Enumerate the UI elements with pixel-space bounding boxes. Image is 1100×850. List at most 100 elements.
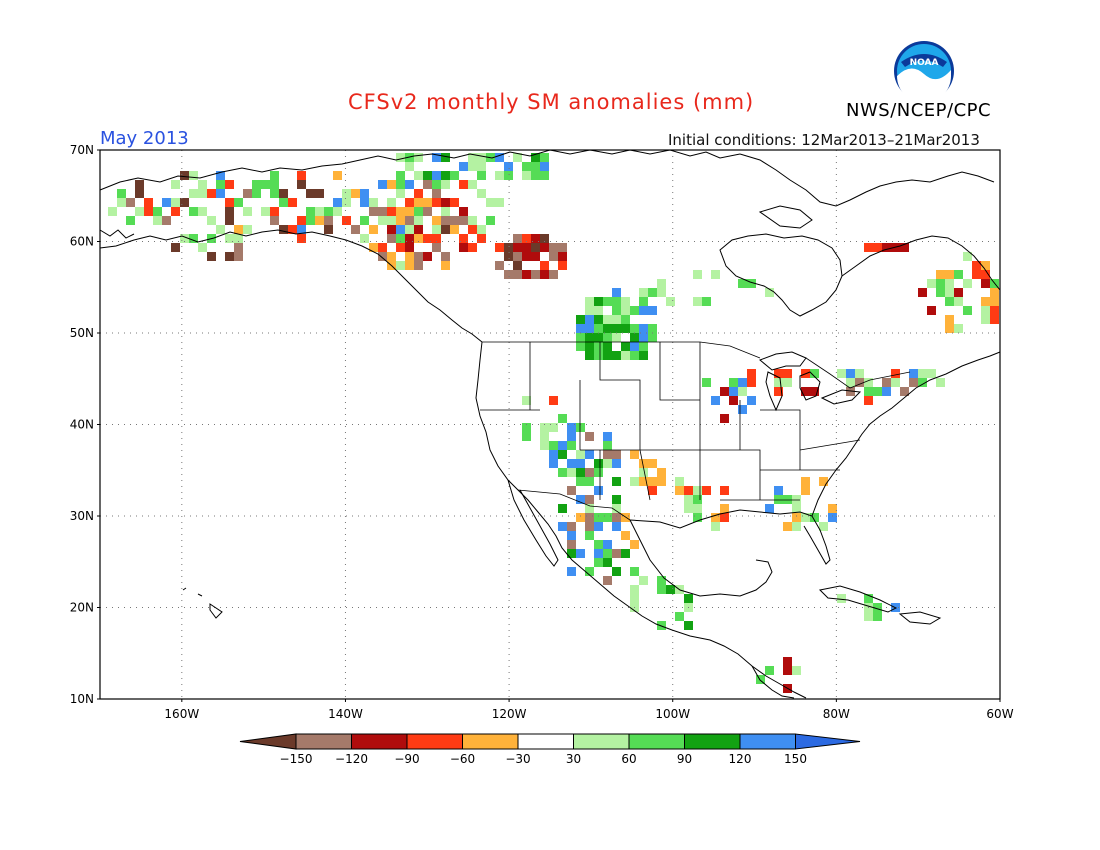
legend-tick-label: 150: [784, 752, 807, 766]
anomaly-cell: [360, 216, 369, 225]
anomaly-cell: [189, 234, 198, 243]
latitude-label: 70N: [70, 143, 94, 157]
anomaly-cell: [756, 675, 765, 684]
anomaly-cell: [414, 225, 423, 234]
anomaly-cell: [765, 504, 774, 513]
anomaly-cell: [576, 513, 585, 522]
anomaly-cell: [603, 432, 612, 441]
longitude-label: 160W: [164, 707, 199, 721]
anomaly-cell: [648, 288, 657, 297]
anomaly-cell: [432, 180, 441, 189]
anomaly-cell: [477, 189, 486, 198]
anomaly-cell: [981, 306, 990, 315]
anomaly-cell: [585, 432, 594, 441]
anomaly-cell: [216, 180, 225, 189]
anomaly-cell: [594, 540, 603, 549]
anomaly-cell: [558, 468, 567, 477]
anomaly-cell: [612, 315, 621, 324]
anomaly-cell: [522, 234, 531, 243]
anomaly-cell: [441, 225, 450, 234]
anomaly-cell: [396, 243, 405, 252]
anomaly-cell: [189, 171, 198, 180]
anomaly-cell: [639, 306, 648, 315]
anomaly-cell: [477, 234, 486, 243]
anomaly-cell: [666, 585, 675, 594]
anomaly-cell: [630, 567, 639, 576]
axis-labels: 70N 60N 50N 40N 30N 20N 10N 160W 140W 120W 100W 80W…: [70, 143, 1014, 721]
anomaly-cell: [819, 522, 828, 531]
anomaly-cell: [684, 495, 693, 504]
anomaly-cell: [414, 171, 423, 180]
anomaly-cell: [918, 378, 927, 387]
anomaly-cell: [612, 513, 621, 522]
anomaly-cell: [522, 396, 531, 405]
anomaly-cell: [333, 171, 342, 180]
anomaly-cell: [981, 270, 990, 279]
anomaly-cell: [567, 567, 576, 576]
anomaly-cell: [585, 477, 594, 486]
anomaly-cell: [549, 252, 558, 261]
anomaly-cell: [549, 396, 558, 405]
anomaly-cell: [333, 207, 342, 216]
anomaly-cell: [549, 243, 558, 252]
anomaly-cell: [387, 252, 396, 261]
anomaly-cell: [432, 189, 441, 198]
anomaly-cell: [576, 459, 585, 468]
anomaly-cell: [594, 351, 603, 360]
anomaly-cell: [927, 279, 936, 288]
anomaly-cell: [549, 270, 558, 279]
anomaly-cell: [414, 216, 423, 225]
anomaly-cell: [945, 288, 954, 297]
anomaly-cell: [126, 198, 135, 207]
anomaly-cell: [693, 297, 702, 306]
legend-tick-label: −30: [505, 752, 530, 766]
anomaly-cell: [612, 495, 621, 504]
anomaly-cell: [981, 279, 990, 288]
anomaly-cell: [936, 288, 945, 297]
anomaly-cell: [621, 297, 630, 306]
anomaly-cell: [585, 522, 594, 531]
anomaly-cell: [621, 351, 630, 360]
anomaly-cell: [594, 486, 603, 495]
anomaly-cell: [432, 153, 441, 162]
anomaly-cell: [693, 495, 702, 504]
anomaly-cell: [720, 414, 729, 423]
anomaly-cell: [603, 351, 612, 360]
anomaly-cell: [567, 468, 576, 477]
anomaly-cell: [351, 189, 360, 198]
map-title: CFSv2 monthly SM anomalies (mm): [348, 90, 755, 114]
longitude-label: 140W: [328, 707, 363, 721]
anomaly-cell: [747, 279, 756, 288]
anomaly-cell: [162, 216, 171, 225]
anomaly-cell: [945, 297, 954, 306]
anomaly-cell: [342, 216, 351, 225]
anomaly-cell: [207, 189, 216, 198]
anomaly-cell: [540, 441, 549, 450]
anomaly-cell: [963, 252, 972, 261]
anomaly-cell: [648, 324, 657, 333]
anomaly-cell: [450, 198, 459, 207]
anomaly-cell: [612, 522, 621, 531]
anomaly-cell: [414, 252, 423, 261]
anomaly-cell: [360, 198, 369, 207]
anomaly-cell: [603, 342, 612, 351]
anomaly-cell: [405, 180, 414, 189]
anomaly-cell: [594, 522, 603, 531]
anomaly-cell: [774, 369, 783, 378]
anomaly-cell: [306, 216, 315, 225]
anomaly-cell: [198, 207, 207, 216]
anomaly-cell: [576, 495, 585, 504]
anomaly-cell: [603, 549, 612, 558]
anomaly-cell: [387, 225, 396, 234]
longitude-label: 120W: [492, 707, 527, 721]
anomaly-cell: [576, 549, 585, 558]
anomaly-cell: [243, 207, 252, 216]
anomaly-cell: [612, 549, 621, 558]
anomaly-cell: [162, 198, 171, 207]
anomaly-cell: [180, 198, 189, 207]
anomaly-cell: [657, 468, 666, 477]
anomaly-cell: [801, 387, 810, 396]
anomaly-cell: [270, 216, 279, 225]
anomaly-cell: [387, 198, 396, 207]
anomaly-cell: [423, 234, 432, 243]
